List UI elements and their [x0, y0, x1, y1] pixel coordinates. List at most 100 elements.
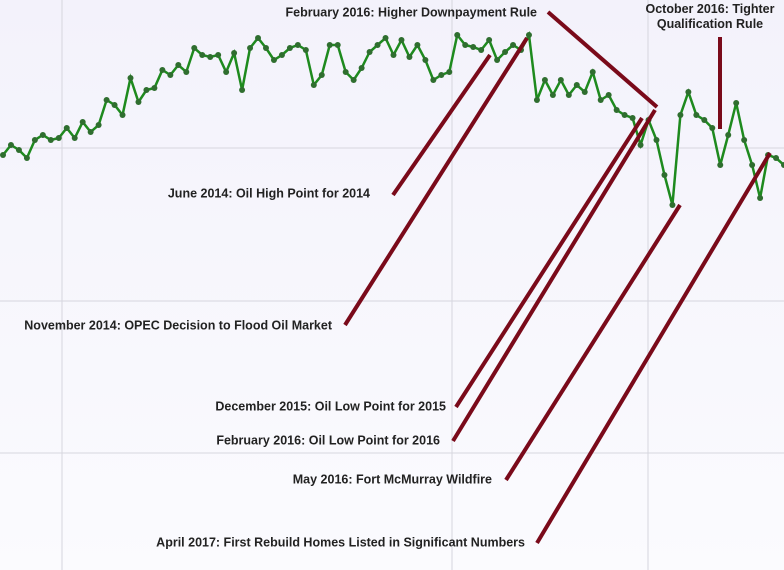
marker — [223, 69, 230, 75]
marker — [326, 42, 333, 48]
marker — [541, 77, 548, 83]
marker — [151, 85, 158, 91]
marker — [502, 49, 509, 55]
marker — [733, 100, 740, 106]
leader-line — [535, 151, 772, 545]
marker — [422, 57, 429, 63]
marker — [717, 162, 724, 168]
leader-line — [454, 116, 644, 409]
marker — [549, 92, 556, 98]
line — [2, 30, 784, 206]
grid — [0, 147, 784, 454]
marker — [494, 57, 501, 63]
marker — [175, 62, 182, 68]
marker — [573, 82, 580, 88]
marker — [637, 142, 644, 148]
marker — [63, 125, 70, 131]
marker — [79, 119, 86, 125]
marker — [207, 54, 214, 60]
marker — [135, 99, 142, 105]
marker — [71, 135, 78, 141]
marker — [669, 202, 676, 208]
marker — [565, 92, 572, 98]
annotations: February 2016: Higher Downpayment Rule Ju… — [24, 5, 772, 549]
marker — [47, 137, 54, 143]
marker — [470, 44, 477, 50]
marker — [605, 92, 612, 98]
marker — [533, 97, 540, 103]
marker — [685, 89, 692, 95]
marker — [231, 50, 238, 56]
marker — [462, 42, 469, 48]
marker — [478, 47, 485, 53]
annotation-label: October 2016: Tighter Qualification Rule — [645, 2, 775, 31]
marker — [255, 35, 262, 41]
annotation-label: February 2016: Higher Downpayment Rule — [286, 5, 538, 19]
marker — [318, 72, 325, 78]
marker — [653, 137, 660, 143]
leader-line — [451, 108, 657, 443]
marker — [239, 87, 246, 93]
marker — [7, 142, 14, 148]
marker — [757, 195, 764, 201]
marker — [15, 147, 22, 153]
marker — [446, 69, 453, 75]
marker — [366, 49, 373, 55]
marker — [191, 45, 198, 51]
marker — [278, 52, 285, 58]
marker — [613, 107, 620, 113]
marker — [510, 42, 517, 48]
marker — [557, 77, 564, 83]
marker — [414, 42, 421, 48]
marker — [270, 57, 277, 63]
marker — [725, 132, 732, 138]
marker — [382, 35, 389, 41]
marker — [358, 65, 365, 71]
leader-line — [504, 203, 682, 482]
marker — [310, 82, 317, 88]
annotation-label: June 2014: Oil High Point for 2014 — [168, 186, 370, 200]
annotation-label: April 2017: First Rebuild Homes Listed i… — [156, 535, 525, 549]
annotation-label: December 2015: Oil Low Point for 2015 — [215, 399, 446, 413]
annotation-label: February 2016: Oil Low Point for 2016 — [216, 433, 440, 447]
marker — [119, 112, 126, 118]
marker — [629, 115, 636, 121]
marker — [709, 125, 716, 131]
marker — [486, 37, 493, 43]
annotation-label: May 2016: Fort McMurray Wildfire — [293, 472, 492, 486]
marker — [0, 152, 6, 158]
series — [0, 30, 784, 208]
marker — [199, 52, 206, 58]
marker — [525, 32, 532, 38]
marker — [741, 137, 748, 143]
marker — [589, 69, 596, 75]
marker — [398, 37, 405, 43]
marker — [31, 137, 38, 143]
annotation-label: November 2014: OPEC Decision to Flood Oi… — [24, 318, 333, 332]
marker — [390, 52, 397, 58]
marker — [167, 72, 174, 78]
marker — [294, 42, 301, 48]
marker — [215, 52, 222, 58]
marker — [262, 45, 269, 51]
marker — [773, 155, 780, 161]
leader-line — [546, 10, 659, 109]
marker — [693, 112, 700, 118]
marker — [95, 122, 102, 128]
marker — [55, 135, 62, 141]
marker — [438, 72, 445, 78]
marker — [159, 67, 166, 73]
marker — [87, 129, 94, 135]
leader-line — [391, 53, 492, 197]
marker — [39, 132, 46, 138]
marker — [350, 77, 357, 83]
marker — [127, 75, 134, 81]
marker — [430, 77, 437, 83]
marker — [334, 42, 341, 48]
marker — [701, 117, 708, 123]
marker — [111, 102, 118, 108]
marker — [581, 89, 588, 95]
marker — [597, 97, 604, 103]
marker — [677, 112, 684, 118]
